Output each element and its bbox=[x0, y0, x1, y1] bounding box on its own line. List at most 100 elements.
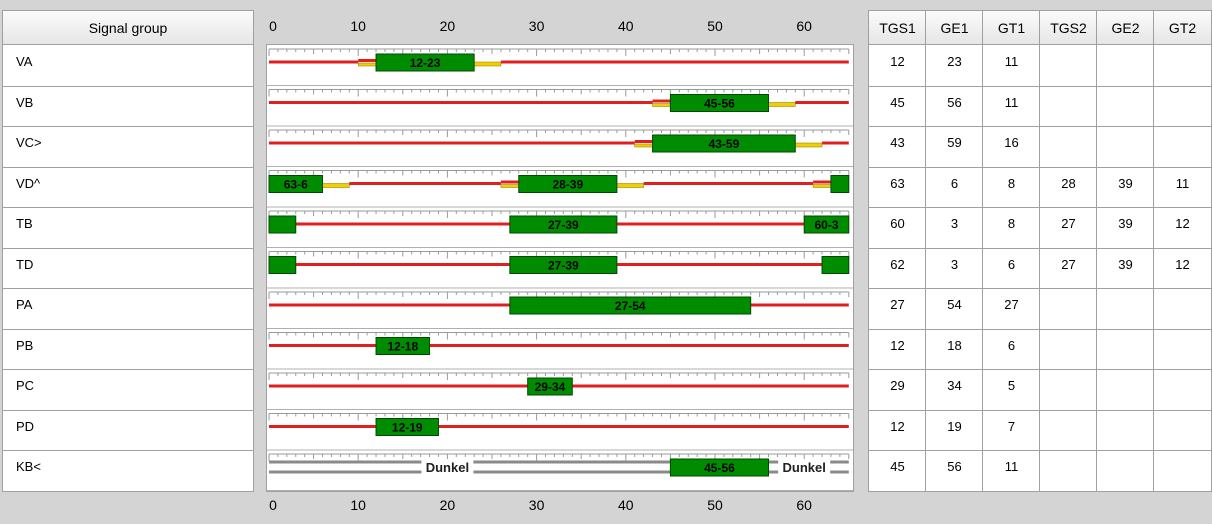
table-cell[interactable]: 62 bbox=[890, 256, 905, 272]
table-cell[interactable]: 12 bbox=[890, 418, 905, 434]
green-times-table[interactable]: TGS1 GE1 GT1 TGS2 GE2 GT2 12 23 11 45 56 11 43 59 16 6… bbox=[868, 10, 1212, 492]
column-header-tgs2[interactable]: TGS2 bbox=[1040, 11, 1097, 45]
axis-top-tick-label: 0 bbox=[269, 18, 277, 34]
table-cell[interactable]: 12 bbox=[1175, 216, 1190, 231]
column-separator bbox=[1096, 11, 1097, 491]
green-phase-label: 43-59 bbox=[709, 137, 740, 151]
green-phase-bar bbox=[509, 256, 618, 274]
column-header-ge1[interactable]: GE1 bbox=[926, 11, 983, 45]
signal-group-header[interactable]: Signal group bbox=[3, 11, 253, 45]
table-cell[interactable]: 59 bbox=[947, 135, 962, 150]
axis-top-tick-label: 10 bbox=[350, 18, 366, 34]
table-cell[interactable]: 6 bbox=[1007, 337, 1016, 353]
table-cell[interactable]: 6 bbox=[950, 175, 959, 191]
axis-bottom-tick-label: 60 bbox=[796, 497, 812, 513]
table-cell[interactable]: 39 bbox=[1118, 256, 1133, 272]
signal-group-name[interactable]: PD bbox=[16, 418, 35, 434]
table-cell[interactable]: 12 bbox=[1175, 256, 1190, 272]
axis-top-tick-label: 50 bbox=[707, 18, 723, 34]
table-cell[interactable]: 45 bbox=[890, 459, 905, 474]
table-cell[interactable]: 11 bbox=[1175, 175, 1190, 191]
table-cell[interactable]: 11 bbox=[1004, 94, 1019, 110]
red-phase-bar bbox=[269, 384, 528, 388]
green-phase-bar bbox=[669, 458, 770, 477]
table-cell[interactable]: 23 bbox=[947, 54, 962, 69]
signal-group-list[interactable]: Signal group VA VB VC> VD^ TB TD PA PB PC PD KB< bbox=[2, 10, 254, 492]
signal-group-name[interactable]: TB bbox=[16, 216, 33, 231]
signal-group-name[interactable]: TD bbox=[16, 256, 34, 272]
table-cell[interactable]: 6 bbox=[1007, 256, 1016, 272]
signal-group-name[interactable]: VC> bbox=[16, 135, 42, 150]
red-amber-bar bbox=[634, 140, 653, 143]
red-phase-bar bbox=[349, 182, 501, 185]
table-cell[interactable]: 8 bbox=[1007, 175, 1016, 191]
table-cell[interactable]: 3 bbox=[950, 216, 959, 231]
column-header-gt1[interactable]: GT1 bbox=[983, 11, 1040, 45]
signal-group-name[interactable]: KB< bbox=[16, 459, 41, 474]
signal-group-name[interactable]: VB bbox=[16, 94, 34, 110]
table-cell[interactable]: 12 bbox=[890, 54, 905, 69]
table-cell[interactable]: 63 bbox=[890, 175, 905, 191]
dark-label-bg bbox=[778, 459, 831, 475]
table-cell[interactable]: 27 bbox=[1061, 216, 1076, 231]
signal-group-name[interactable]: PC bbox=[16, 378, 35, 393]
timing-chart-svg: 12-23 45-56 43-59 63-6 28-39 27-39 60-3 27-39 27… bbox=[267, 48, 853, 491]
table-cell[interactable]: 39 bbox=[1118, 175, 1133, 191]
row-divider bbox=[3, 126, 253, 127]
table-cell[interactable]: 34 bbox=[947, 378, 962, 393]
row-divider bbox=[869, 207, 1211, 208]
table-cell[interactable]: 60 bbox=[890, 216, 905, 231]
table-cell[interactable]: 45 bbox=[890, 94, 905, 110]
column-header-gt2[interactable]: GT2 bbox=[1154, 11, 1211, 45]
dark-phase-label: Dunkel bbox=[783, 460, 826, 475]
red-amber-bar bbox=[358, 59, 377, 62]
amber-phase-bar bbox=[473, 61, 502, 67]
table-cell[interactable]: 5 bbox=[1007, 378, 1016, 393]
red-phase-bar bbox=[429, 344, 849, 347]
green-phase-bar bbox=[830, 175, 850, 193]
green-phase-bar bbox=[375, 337, 431, 355]
signal-timing-diagram[interactable]: 12-23 45-56 43-59 63-6 28-39 27-39 60-3 27-39 27… bbox=[266, 44, 854, 492]
table-cell[interactable]: 27 bbox=[1061, 256, 1076, 272]
row-divider bbox=[869, 490, 1211, 492]
column-header-ge2[interactable]: GE2 bbox=[1097, 11, 1154, 45]
table-cell[interactable]: 43 bbox=[890, 135, 905, 150]
red-phase-bar bbox=[438, 425, 849, 428]
green-phase-label: 63-6 bbox=[284, 178, 308, 192]
signal-group-name[interactable]: PA bbox=[16, 297, 33, 312]
dark-label-bg bbox=[421, 459, 474, 475]
signal-group-name[interactable]: VD^ bbox=[16, 175, 41, 191]
table-cell[interactable]: 19 bbox=[947, 418, 962, 434]
table-cell[interactable]: 54 bbox=[947, 297, 962, 312]
red-phase-bar bbox=[269, 101, 653, 104]
signal-group-name[interactable]: PB bbox=[16, 337, 34, 353]
row-divider bbox=[3, 207, 253, 208]
table-cell[interactable]: 7 bbox=[1007, 418, 1016, 434]
table-cell[interactable]: 56 bbox=[947, 459, 962, 474]
axis-bottom-tick-label: 40 bbox=[618, 497, 634, 513]
table-cell[interactable]: 56 bbox=[947, 94, 962, 110]
table-cell[interactable]: 29 bbox=[890, 378, 905, 393]
table-cell[interactable]: 11 bbox=[1004, 459, 1019, 474]
table-cell[interactable]: 11 bbox=[1004, 54, 1019, 69]
table-cell[interactable]: 27 bbox=[1004, 297, 1019, 312]
column-header-tgs1[interactable]: TGS1 bbox=[869, 11, 926, 45]
axis-bottom-tick-label: 10 bbox=[350, 497, 366, 513]
row-divider bbox=[869, 369, 1211, 370]
amber-phase-bar bbox=[322, 183, 350, 188]
table-cell[interactable]: 12 bbox=[890, 337, 905, 353]
table-cell[interactable]: 27 bbox=[890, 297, 905, 312]
green-phase-bar bbox=[527, 377, 573, 396]
table-cell[interactable]: 18 bbox=[947, 337, 962, 353]
axis-top-tick-label: 30 bbox=[528, 18, 545, 34]
green-phase-bar bbox=[518, 175, 618, 193]
red-phase-bar bbox=[269, 60, 359, 64]
row-divider bbox=[3, 85, 253, 87]
table-cell[interactable]: 39 bbox=[1118, 216, 1133, 231]
table-cell[interactable]: 8 bbox=[1007, 216, 1016, 231]
green-phase-bar bbox=[268, 175, 324, 193]
table-cell[interactable]: 28 bbox=[1061, 175, 1076, 191]
signal-group-name[interactable]: VA bbox=[16, 54, 33, 69]
table-cell[interactable]: 3 bbox=[950, 256, 959, 272]
table-cell[interactable]: 16 bbox=[1004, 135, 1019, 150]
